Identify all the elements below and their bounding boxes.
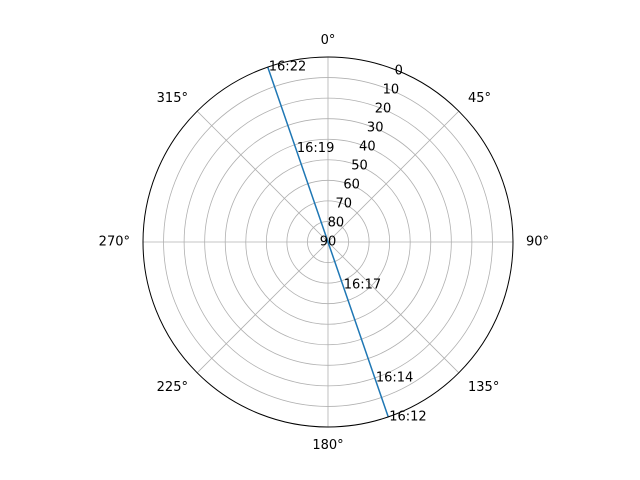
time-annotation-3: 16:19 <box>297 141 334 156</box>
time-annotation-4: 16:22 <box>269 60 306 75</box>
time-annotation-1: 16:14 <box>376 371 413 386</box>
r-tick-label-0: 0 <box>395 64 403 79</box>
r-tick-label-2: 20 <box>375 102 392 117</box>
r-tick-label-6: 60 <box>343 178 360 193</box>
series-line-0 <box>267 66 389 418</box>
theta-tick-label-3: 135° <box>468 380 499 395</box>
frame-layer <box>142 56 514 428</box>
series-layer <box>267 66 389 418</box>
time-annotation-0: 16:12 <box>389 409 426 424</box>
theta-tick-label-0: 0° <box>321 33 336 48</box>
r-tick-label-8: 80 <box>328 216 345 231</box>
theta-tick-label-4: 180° <box>312 438 343 453</box>
r-tick-label-9: 90 <box>320 235 337 250</box>
grid-layer <box>143 57 513 427</box>
theta-grid-line-3 <box>327 241 460 374</box>
annotations: 16:12 16:14 16:17 16:19 16:22 <box>269 60 427 425</box>
theta-grid-line-7 <box>196 110 329 243</box>
theta-grid-line-5 <box>196 241 329 374</box>
polar-frame <box>142 56 514 428</box>
r-tick-label-7: 70 <box>335 197 352 212</box>
theta-tick-label-7: 315° <box>157 91 188 106</box>
theta-tick-labels: 0° 45° 90° 135° 180° 225° 270° 315° <box>99 33 549 453</box>
theta-tick-label-2: 90° <box>526 235 549 250</box>
time-annotation-2: 16:17 <box>344 277 381 292</box>
r-tick-label-3: 30 <box>367 121 384 136</box>
theta-tick-label-5: 225° <box>157 380 188 395</box>
theta-tick-label-6: 270° <box>99 235 130 250</box>
r-tick-label-5: 50 <box>351 159 368 174</box>
r-tick-label-1: 10 <box>383 83 400 98</box>
r-tick-label-4: 40 <box>359 140 376 155</box>
theta-grid-line-1 <box>327 110 460 243</box>
theta-tick-label-1: 45° <box>468 91 491 106</box>
r-tick-labels: 0 10 20 30 40 50 60 70 80 90 <box>320 64 403 250</box>
